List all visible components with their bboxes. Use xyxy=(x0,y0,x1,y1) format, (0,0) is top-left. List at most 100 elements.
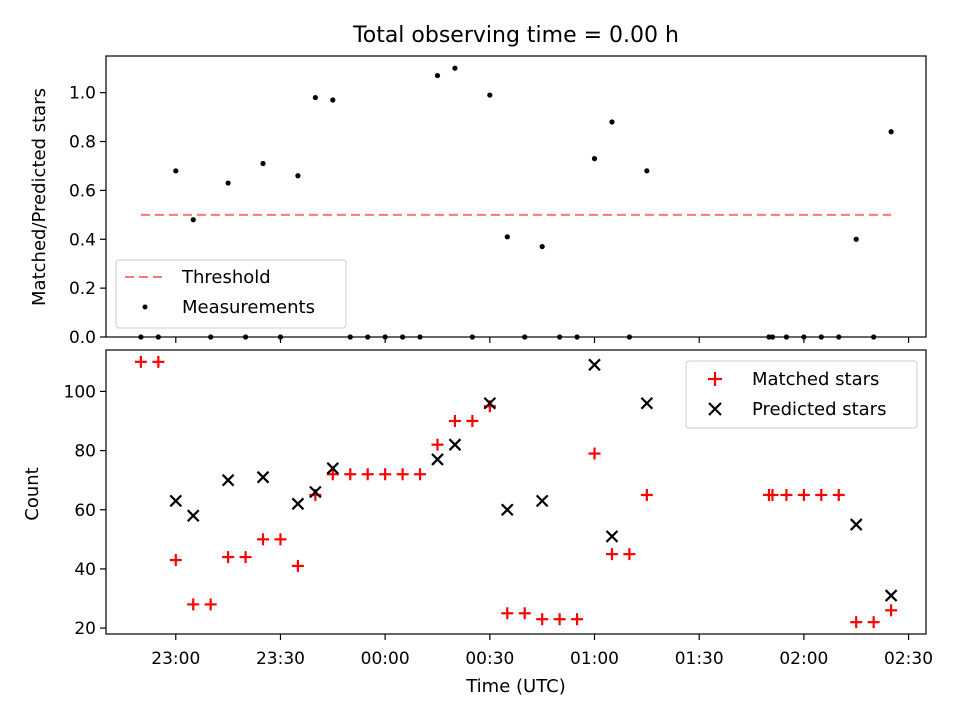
bottom-y-tick-label: 20 xyxy=(74,619,96,639)
measurement-point xyxy=(330,97,336,103)
measurement-point xyxy=(417,334,423,340)
bottom-x-tick-label: 23:30 xyxy=(256,649,305,669)
top-plot-frame xyxy=(105,55,927,338)
top-y-ticks: 0.0 0.2 0.4 0.6 0.8 1.0 xyxy=(69,84,106,348)
bottom-y-tick-label: 100 xyxy=(64,382,96,402)
top-y-tick-label: 0.6 xyxy=(69,181,96,201)
bottom-x-tick-label: 01:30 xyxy=(675,649,724,669)
predicted-star-point xyxy=(849,518,863,531)
matched-star-point xyxy=(518,607,531,620)
matched-star-point xyxy=(766,488,779,501)
predicted-star-point xyxy=(291,497,305,511)
bottom-y-tick-label: 80 xyxy=(74,442,96,462)
measurement-point xyxy=(260,160,266,167)
measurement-point xyxy=(225,180,231,186)
measurement-point xyxy=(644,168,650,174)
measurement-point xyxy=(190,217,196,223)
measurement-point xyxy=(173,168,179,174)
predicted-star-point xyxy=(431,453,444,466)
predicted-star-point xyxy=(448,438,462,451)
measurement-points xyxy=(138,65,894,340)
bottom-x-tick-label: 00:30 xyxy=(465,649,514,669)
top-legend: Threshold Measurements xyxy=(115,259,347,329)
measurement-point xyxy=(452,65,458,71)
legend-predicted-label: Predicted stars xyxy=(752,399,886,420)
top-y-tick-label: 1.0 xyxy=(69,84,96,104)
matched-star-point xyxy=(274,533,287,546)
matched-star-point xyxy=(222,551,235,564)
measurement-point xyxy=(382,334,388,340)
bottom-x-axis-label: Time (UTC) xyxy=(465,676,566,697)
measurement-point xyxy=(574,334,580,340)
bottom-x-tick-label: 02:00 xyxy=(779,649,828,669)
top-y-tick-label: 0.4 xyxy=(69,230,96,250)
legend-matched-label: Matched stars xyxy=(752,369,879,390)
bottom-x-tick-label: 23:00 xyxy=(151,649,200,669)
bottom-x-tick-label: 00:00 xyxy=(361,649,410,669)
top-x-ticks xyxy=(175,337,910,343)
bottom-x-ticks: 23:00 23:30 00:00 00:30 01:00 01:30 02:00 02:30 xyxy=(151,634,933,669)
top-y-tick-label: 0.0 xyxy=(69,328,96,348)
predicted-star-point xyxy=(535,494,549,508)
matched-star-point xyxy=(501,607,514,620)
matched-star-point xyxy=(431,438,444,451)
measurement-point xyxy=(365,334,371,340)
measurement-point xyxy=(487,92,493,98)
measurement-point xyxy=(836,334,842,340)
matched-star-point xyxy=(169,554,182,567)
matched-star-point xyxy=(344,468,357,481)
matched-star-point xyxy=(885,604,898,617)
matched-star-point xyxy=(850,616,863,629)
matched-star-point xyxy=(605,548,618,561)
predicted-star-points xyxy=(169,358,898,602)
bottom-x-tick-label: 02:30 xyxy=(884,649,933,669)
measurement-point xyxy=(888,129,894,135)
predicted-star-point xyxy=(256,470,270,484)
predicted-star-point xyxy=(588,358,601,372)
measurement-point xyxy=(783,334,790,340)
top-legend-box xyxy=(115,259,347,329)
measurement-point xyxy=(155,334,161,340)
matched-star-point xyxy=(396,468,409,481)
predicted-star-point xyxy=(221,473,235,487)
bottom-legend: Matched stars Predicted stars xyxy=(685,360,918,429)
predicted-star-point xyxy=(326,462,340,475)
bottom-plot-frame xyxy=(105,349,927,635)
measurement-point xyxy=(769,334,776,340)
predicted-star-point xyxy=(605,530,619,543)
measurement-point xyxy=(609,119,615,125)
matched-star-point xyxy=(291,559,304,572)
bottom-x-tick-label: 01:00 xyxy=(570,649,619,669)
measurement-point xyxy=(539,243,545,250)
predicted-star-point xyxy=(500,503,514,517)
matched-star-point xyxy=(448,415,461,427)
top-y-axis-label: Matched/Predicted stars xyxy=(29,88,50,306)
bottom-y-tick-label: 40 xyxy=(74,560,96,580)
measurement-point xyxy=(347,334,353,340)
bottom-y-tick-label: 60 xyxy=(74,501,96,521)
matched-star-point xyxy=(466,415,479,427)
matched-star-point xyxy=(832,488,845,501)
measurement-point xyxy=(208,334,214,340)
measurement-point xyxy=(591,156,598,162)
matched-star-point xyxy=(379,468,392,481)
measurement-point xyxy=(818,334,824,340)
measurement-point xyxy=(138,334,144,340)
matched-star-point xyxy=(257,533,270,546)
predicted-star-point xyxy=(186,509,200,522)
predicted-star-point xyxy=(309,485,322,499)
matched-star-point xyxy=(239,551,252,564)
top-y-tick-label: 0.2 xyxy=(69,279,96,299)
bottom-legend-box xyxy=(685,360,918,429)
matched-star-point xyxy=(536,613,549,626)
measurement-point xyxy=(277,334,284,340)
bottom-y-axis-label: Count xyxy=(22,467,43,520)
measurement-point xyxy=(557,334,563,340)
measurement-point xyxy=(242,334,249,340)
matched-star-point xyxy=(553,613,566,626)
legend-predicted-swatch xyxy=(708,402,722,416)
measurement-point xyxy=(399,334,406,340)
measurement-point xyxy=(504,234,510,240)
bottom-y-ticks: 20 40 60 80 100 xyxy=(64,382,106,639)
measurement-point xyxy=(295,173,301,179)
